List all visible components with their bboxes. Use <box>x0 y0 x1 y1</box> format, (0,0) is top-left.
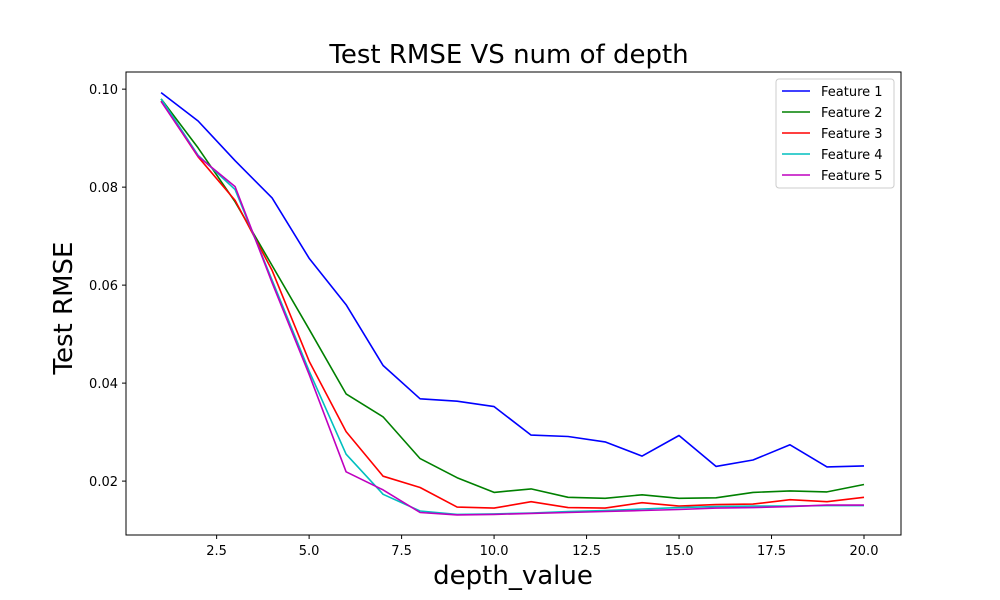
plot-area: 2.5 5.0 7.5 10.0 12.5 15.0 17.5 20.0 0.020.040.… <box>89 71 902 559</box>
legend-label-feature-4: Feature 4 <box>821 148 883 163</box>
y-axis-label: Test RMSE <box>49 242 79 376</box>
x-tick-label: 15.0 <box>665 544 694 559</box>
y-axis: 0.02 0.04 0.06 0.08 0.10 <box>89 83 126 490</box>
y-tick-label: 0.04 <box>89 377 118 392</box>
series-line-feature-5 <box>160 100 864 516</box>
plot-frame <box>125 71 902 536</box>
series-line-feature-3 <box>160 100 865 509</box>
series-line-feature-1 <box>160 91 865 468</box>
x-tick-label: 10.0 <box>480 544 509 559</box>
x-tick-label: 5.0 <box>299 544 320 559</box>
series-line-feature-2 <box>160 98 865 500</box>
y-tick-label: 0.06 <box>89 279 118 294</box>
y-tick-label: 0.08 <box>89 181 118 196</box>
legend-label-feature-1: Feature 1 <box>821 85 883 100</box>
legend-box <box>775 78 895 189</box>
legend-label-feature-2: Feature 2 <box>821 106 883 121</box>
x-tick-label: 2.5 <box>206 544 227 559</box>
y-tick-label: 0.10 <box>89 83 118 98</box>
legend-label-feature-3: Feature 3 <box>821 127 883 142</box>
x-axis: 2.5 5.0 7.5 10.0 12.5 15.0 17.5 20.0 <box>206 535 878 559</box>
series-lines <box>160 91 865 516</box>
x-tick-label: 20.0 <box>850 544 879 559</box>
x-tick-label: 17.5 <box>757 544 786 559</box>
legend-entries: Feature 1 Feature 2 Feature 3 Feature 4 Feat… <box>782 85 883 184</box>
x-tick-label: 12.5 <box>572 544 601 559</box>
x-tick-label: 7.5 <box>391 544 412 559</box>
chart-title: Test RMSE VS num of depth <box>328 40 688 70</box>
legend-label-feature-5: Feature 5 <box>821 169 883 184</box>
x-axis-label: depth_value <box>433 561 593 591</box>
legend: Feature 1 Feature 2 Feature 3 Feature 4 Feat… <box>775 78 895 189</box>
y-tick-label: 0.02 <box>89 475 118 490</box>
